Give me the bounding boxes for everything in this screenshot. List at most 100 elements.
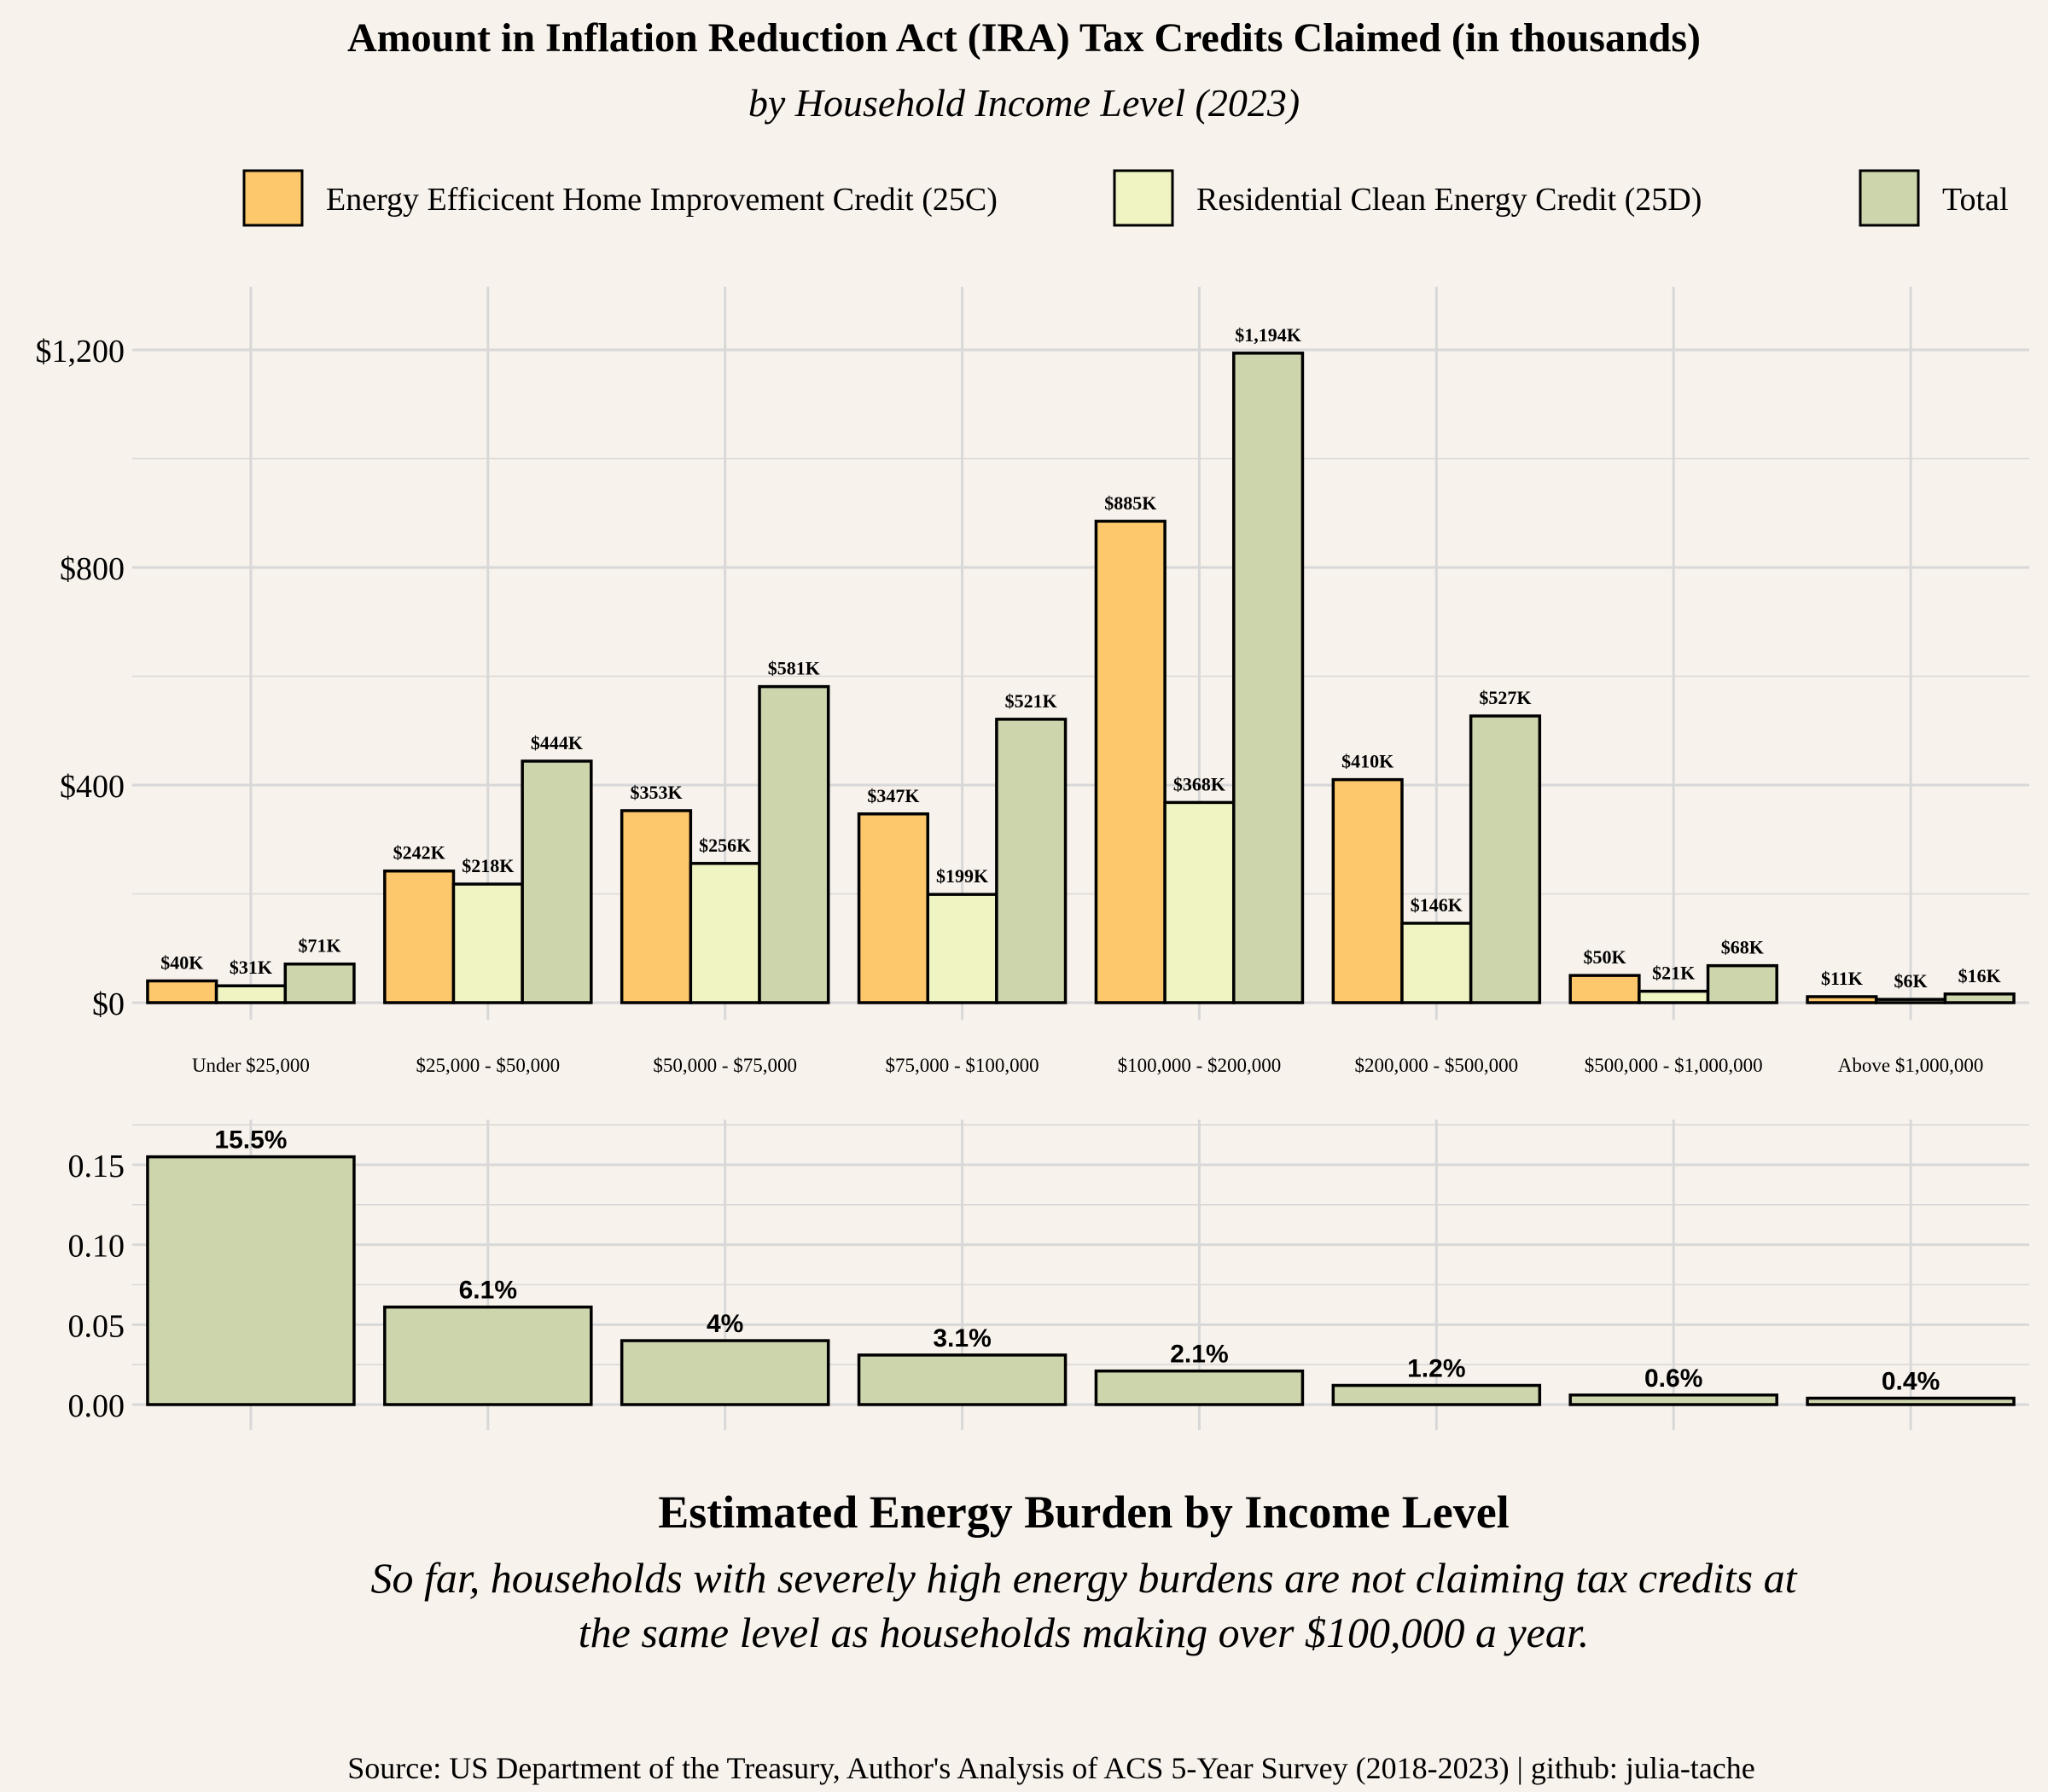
bar-total — [1943, 992, 2016, 1004]
bottom-ytick-label: 0.10 — [68, 1229, 125, 1265]
bar-25c — [1806, 995, 1878, 1004]
bar-value-label: $353K — [630, 782, 682, 803]
legend-label-3: Total — [1942, 182, 2009, 218]
legend-label-1: Energy Efficicent Home Improvement Credi… — [326, 182, 998, 218]
top-ytick-label: $800 — [60, 551, 125, 587]
bar-value-label: $527K — [1479, 687, 1531, 708]
bar-total — [1232, 352, 1305, 1004]
burden-bar — [620, 1339, 830, 1406]
bar-value-label: $68K — [1721, 937, 1764, 958]
bar-25d — [689, 862, 761, 1004]
bar-value-label: $444K — [531, 732, 583, 753]
x-tick-label: $200,000 - $500,000 — [1354, 1055, 1518, 1076]
burden-bar — [383, 1305, 593, 1406]
bar-25c — [1094, 520, 1167, 1004]
x-tick-label: $100,000 - $200,000 — [1118, 1055, 1282, 1076]
bar-25d — [1874, 998, 1947, 1004]
x-tick-label: Under $25,000 — [192, 1055, 310, 1076]
top-x-axis: Under $25,000 $25,000 - $50,000 $50,000 - … — [192, 1055, 1983, 1076]
bottom-ytick-label: 0.15 — [68, 1149, 125, 1184]
caption-line-2: the same level as households making over… — [579, 1609, 1590, 1656]
bar-25d — [926, 893, 998, 1004]
bar-25d — [1638, 989, 1710, 1004]
top-ytick-label: $400 — [60, 769, 125, 805]
top-bar-labels: $40K $31K $71K $242K $218K $444K $353K $256K $58… — [160, 324, 2001, 992]
bar-value-label: $521K — [1005, 690, 1057, 712]
x-tick-label: Above $1,000,000 — [1838, 1055, 1984, 1076]
top-y-axis: $0 $400 $800 $1,200 — [36, 334, 125, 1022]
top-ytick-label: $0 — [92, 986, 125, 1022]
bar-value-label: $368K — [1173, 773, 1225, 794]
section-title: Estimated Energy Burden by Income Level — [658, 1487, 1509, 1538]
bar-value-label: $11K — [1821, 968, 1863, 989]
legend-label-2: Residential Clean Energy Credit (25D) — [1196, 182, 1702, 218]
bar-value-label: $885K — [1104, 492, 1156, 514]
bar-value-label: $1,194K — [1235, 324, 1301, 346]
burden-value-label: 1.2% — [1407, 1355, 1465, 1383]
burden-value-label: 4% — [707, 1310, 743, 1338]
bottom-bars — [146, 1155, 2016, 1406]
bar-25c — [146, 979, 218, 1004]
top-ytick-label: $1,200 — [36, 334, 125, 369]
burden-bar — [1806, 1396, 2016, 1406]
bar-value-label: $16K — [1958, 965, 2001, 986]
top-bars — [146, 352, 2016, 1004]
bar-total — [1469, 714, 1542, 1004]
bar-value-label: $146K — [1411, 894, 1463, 916]
burden-bar — [1094, 1369, 1305, 1406]
x-tick-label: $25,000 - $50,000 — [416, 1055, 560, 1076]
burden-bar — [1568, 1393, 1778, 1406]
bar-value-label: $50K — [1583, 946, 1626, 968]
bar-25c — [620, 809, 693, 1004]
caption-line-1: So far, households with severely high en… — [370, 1554, 1797, 1602]
x-tick-label: $500,000 - $1,000,000 — [1585, 1055, 1763, 1076]
bottom-bar-labels: 15.5% 6.1% 4% 3.1% 2.1% 1.2% 0.6% 0.4% — [214, 1126, 1940, 1396]
bar-25c — [383, 869, 456, 1004]
bar-total — [521, 759, 593, 1004]
bar-25d — [451, 882, 524, 1004]
burden-value-label: 2.1% — [1170, 1341, 1228, 1369]
bar-total — [758, 684, 830, 1004]
burden-bar — [857, 1353, 1068, 1406]
legend: Energy Efficicent Home Improvement Credi… — [242, 169, 2009, 227]
bar-value-label: $256K — [699, 835, 751, 856]
bar-value-label: $31K — [230, 957, 272, 978]
bar-total — [1706, 963, 1778, 1004]
bar-value-label: $71K — [299, 935, 341, 957]
bar-25d — [1163, 800, 1236, 1004]
bottom-ytick-label: 0.00 — [68, 1388, 125, 1424]
burden-value-label: 15.5% — [214, 1126, 287, 1155]
bar-25c — [1568, 974, 1641, 1004]
chart-title: Amount in Inflation Reduction Act (IRA) … — [347, 15, 1701, 61]
bar-value-label: $21K — [1652, 963, 1695, 984]
bar-25c — [857, 812, 929, 1004]
bottom-ytick-label: 0.05 — [68, 1308, 125, 1344]
bar-value-label: $199K — [936, 865, 988, 887]
bar-value-label: $347K — [867, 785, 919, 806]
x-tick-label: $50,000 - $75,000 — [653, 1055, 797, 1076]
chart-subtitle: by Household Income Level (2023) — [748, 81, 1300, 125]
burden-value-label: 6.1% — [459, 1277, 517, 1305]
legend-swatch-3 — [1859, 169, 1920, 227]
burden-value-label: 0.6% — [1644, 1364, 1702, 1393]
bar-total — [283, 962, 356, 1004]
burden-value-label: 0.4% — [1882, 1368, 1940, 1396]
bar-value-label: $40K — [160, 952, 203, 974]
bar-value-label: $410K — [1341, 751, 1393, 772]
bar-value-label: $6K — [1894, 970, 1928, 992]
bottom-y-axis: 0.00 0.05 0.10 0.15 — [68, 1149, 125, 1424]
source-note: Source: US Department of the Treasury, A… — [347, 1751, 1755, 1785]
bar-25d — [214, 984, 288, 1004]
legend-swatch-2 — [1113, 169, 1174, 227]
bar-value-label: $218K — [462, 855, 514, 876]
x-tick-label: $75,000 - $100,000 — [885, 1055, 1039, 1076]
burden-value-label: 3.1% — [933, 1324, 991, 1353]
legend-swatch-1 — [242, 169, 304, 227]
bar-value-label: $242K — [393, 842, 445, 864]
bar-value-label: $581K — [768, 658, 820, 679]
bar-25c — [1331, 777, 1404, 1004]
bar-total — [995, 718, 1068, 1004]
burden-bar — [146, 1155, 356, 1406]
top-gridlines — [132, 287, 2029, 1020]
